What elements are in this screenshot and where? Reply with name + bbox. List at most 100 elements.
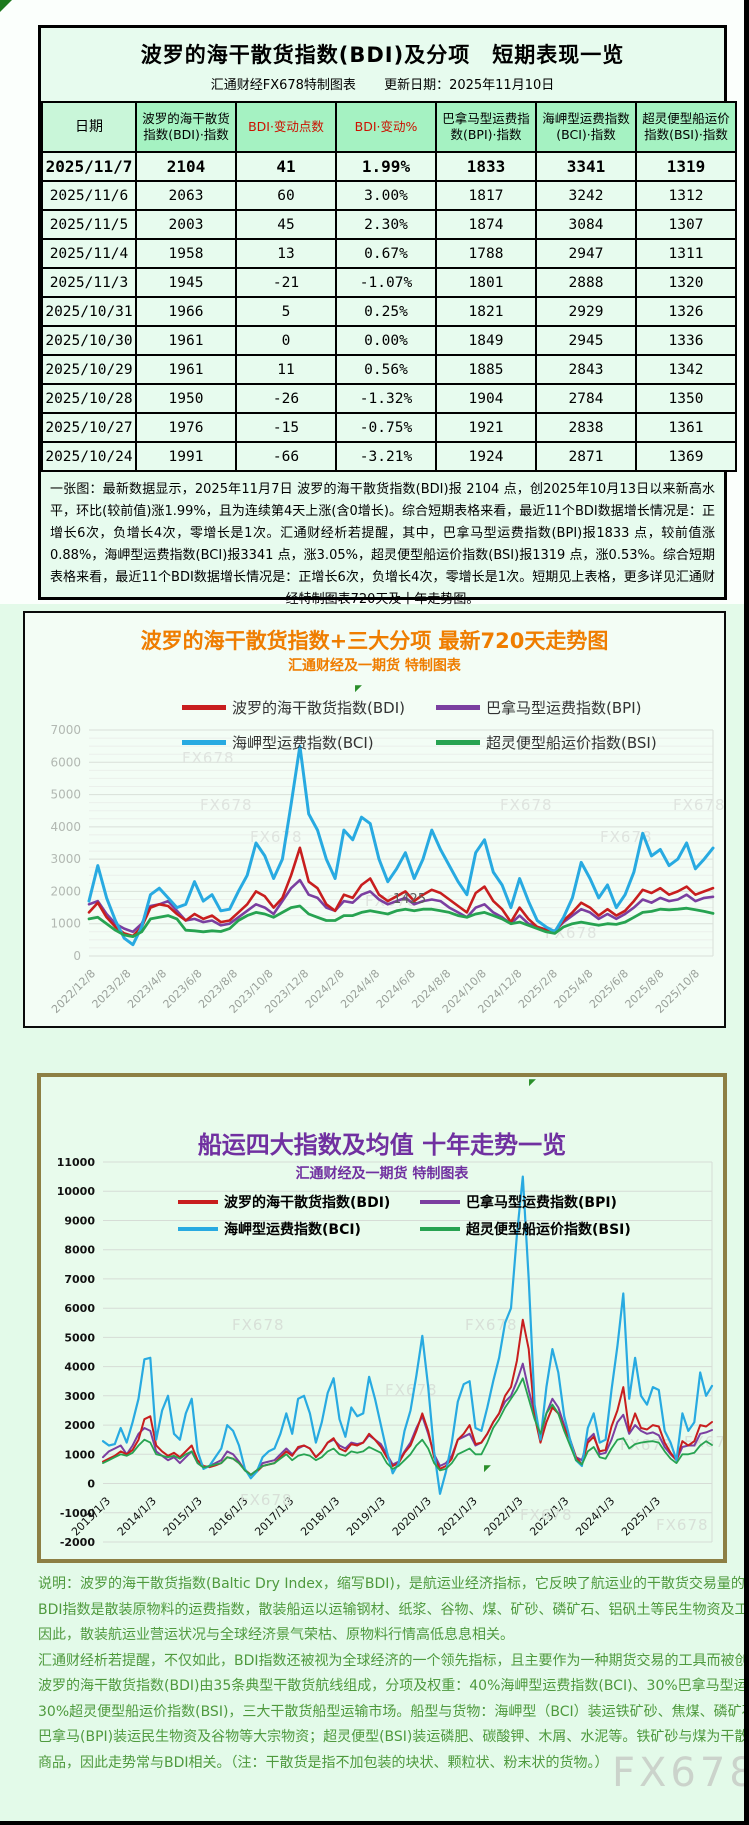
legend-label: 波罗的海干散货指数(BDI): [224, 1195, 391, 1211]
table-cell: 0.00%: [335, 325, 437, 356]
table-cell: 1788: [435, 238, 537, 269]
svg-text:FX678: FX678: [465, 1316, 518, 1334]
footer-line: 说明：波罗的海干散货指数(Baltic Dry Index，缩写BDI)，是航运…: [38, 1576, 749, 1592]
svg-text:3000: 3000: [50, 852, 81, 866]
bdi-short-term-panel: 波罗的海干散货指数(BDI)及分项 短期表现一览 汇通财经FX678特制图表 更…: [38, 25, 737, 607]
svg-text:2018/1/3: 2018/1/3: [298, 1494, 342, 1538]
footer-line: 巴拿马(BPI)装运民生物资及谷物等大宗物资；超灵便型(BSI)装运磷肥、碳酸钾…: [38, 1729, 749, 1745]
svg-text:3000: 3000: [64, 1390, 95, 1403]
legend-label: 海岬型运费指数(BCI): [224, 1222, 361, 1238]
table-cell: 1342: [635, 354, 737, 385]
column-header: 海岬型运费指数(BCI)·指数: [535, 101, 637, 153]
legend-swatch-bsi: [420, 1227, 460, 1231]
legend-swatch-bdi: [182, 705, 226, 710]
table-cell: -21: [235, 267, 337, 298]
series-bci: [101, 1175, 714, 1495]
series-bdi: [87, 846, 715, 938]
table-cell: 3341: [535, 151, 637, 182]
data-label: 1425: [393, 892, 426, 907]
table-cell: 2003: [135, 209, 237, 240]
table-cell: 3.00%: [335, 180, 437, 211]
table-cell: 0.25%: [335, 296, 437, 327]
legend-label: 巴拿马型运费指数(BPI): [466, 1195, 617, 1211]
svg-text:2015/1/3: 2015/1/3: [161, 1494, 205, 1538]
legend-item-bdi: 波罗的海干散货指数(BDI): [182, 697, 436, 718]
table-update-date: 更新日期：2025年11月10日: [384, 78, 555, 93]
svg-text:FX678: FX678: [200, 796, 253, 814]
legend-label: 巴拿马型运费指数(BPI): [486, 699, 642, 717]
table-row: 2025/10/27 1976 -15 -0.75% 1921 2838 1361: [41, 412, 737, 443]
series-bci: [87, 744, 715, 947]
table-cell: 2871: [535, 441, 637, 472]
table-cell: 2.30%: [335, 209, 437, 240]
table-cell: 1821: [435, 296, 537, 327]
table-cell: 1991: [135, 441, 237, 472]
table-cell: 2838: [535, 412, 637, 443]
series-bdi: [102, 1318, 713, 1476]
svg-text:6000: 6000: [50, 755, 81, 769]
svg-text:11000: 11000: [57, 1156, 96, 1169]
table-cell: 2104: [135, 151, 237, 182]
table-cell: 1.99%: [335, 151, 437, 182]
svg-text:6000: 6000: [64, 1302, 95, 1315]
legend-item-bsi: 超灵便型船运价指数(BSI): [420, 1219, 631, 1239]
table-cell: 1958: [135, 238, 237, 269]
table-cell: 2025/10/24: [41, 441, 137, 472]
table-row: 2025/11/6 2063 60 3.00% 1817 3242 1312: [41, 180, 737, 211]
legend-item-bdi: 波罗的海干散货指数(BDI): [178, 1192, 420, 1212]
table-cell: 2025/11/4: [41, 238, 137, 269]
svg-text:4000: 4000: [64, 1361, 95, 1374]
table-cell: 2843: [535, 354, 637, 385]
column-header: BDI·变动%: [335, 101, 437, 153]
column-header: 超灵便型船运价指数(BSI)·指数: [635, 101, 737, 153]
svg-text:5000: 5000: [64, 1331, 95, 1344]
column-header: 波罗的海干散货指数(BDI)·指数: [135, 101, 237, 153]
table-cell: 2025/11/3: [41, 267, 137, 298]
chart720-title: 波罗的海干散货指数+三大分项 最新720天走势图: [140, 629, 609, 653]
table-cell: 1350: [635, 383, 737, 414]
legend-item-bpi: 巴拿马型运费指数(BPI): [420, 1192, 631, 1212]
series-bsi: [102, 1377, 713, 1476]
chart10y-title: 船运四大指数及均值 十年走势一览: [197, 1131, 567, 1159]
svg-text:0: 0: [73, 949, 81, 963]
table-cell: 1311: [635, 238, 737, 269]
svg-text:2021/1/3: 2021/1/3: [436, 1494, 480, 1538]
legend-label: 海岬型运费指数(BCI): [232, 734, 374, 752]
table-cell: 2025/11/6: [41, 180, 137, 211]
table-cell: -26: [235, 383, 337, 414]
legend-item-bci: 海岬型运费指数(BCI): [178, 1219, 420, 1239]
footer-line: 波罗的海干散货指数(BDI)由35条典型干散货航线组成，分项及权重：40%海岬型…: [38, 1678, 749, 1694]
footer-line: BDI指数是散装原物料的运费指数，散装船运以运输钢材、纸浆、谷物、煤、矿砂、磷矿…: [38, 1601, 749, 1618]
svg-text:FX678: FX678: [365, 892, 418, 910]
table-cell: 2025/10/28: [41, 383, 137, 414]
svg-text:2019/1/3: 2019/1/3: [344, 1494, 388, 1538]
table-cell: 3242: [535, 180, 637, 211]
table-cell: 1312: [635, 180, 737, 211]
legend-label: 波罗的海干散货指数(BDI): [232, 699, 405, 717]
svg-text:-2000: -2000: [60, 1536, 96, 1549]
table-cell: 2888: [535, 267, 637, 298]
footer-line: 30%超灵便型船运价指数(BSI)，三大干散货船型运输市场。船型与货物：海岬型（…: [38, 1703, 749, 1720]
table-row: 2025/10/30 1961 0 0.00% 1849 2945 1336: [41, 325, 737, 356]
svg-text:7000: 7000: [64, 1273, 95, 1286]
table-cell: 1833: [435, 151, 537, 182]
table-cell: 1801: [435, 267, 537, 298]
svg-text:8000: 8000: [64, 1244, 95, 1257]
table-cell: 1849: [435, 325, 537, 356]
table-cell: 1320: [635, 267, 737, 298]
svg-text:5000: 5000: [50, 788, 81, 802]
table-cell: 2784: [535, 383, 637, 414]
table-cell: 1874: [435, 209, 537, 240]
legend-swatch-bsi: [436, 740, 480, 745]
svg-text:7000: 7000: [50, 723, 81, 737]
svg-text:-1000: -1000: [60, 1507, 96, 1520]
table-cell: 2929: [535, 296, 637, 327]
table-cell: 2025/11/7: [41, 151, 137, 182]
svg-text:9000: 9000: [64, 1215, 95, 1228]
table-cell: 3084: [535, 209, 637, 240]
table-cell: 41: [235, 151, 337, 182]
svg-text:2000: 2000: [64, 1419, 95, 1432]
table-row: 2025/11/3 1945 -21 -1.07% 1801 2888 1320: [41, 267, 737, 298]
footer-line: 汇通财经析若提醒，不仅如此，BDI指数还被视为全球经济的一个领先指标，且主要作为…: [38, 1652, 749, 1669]
